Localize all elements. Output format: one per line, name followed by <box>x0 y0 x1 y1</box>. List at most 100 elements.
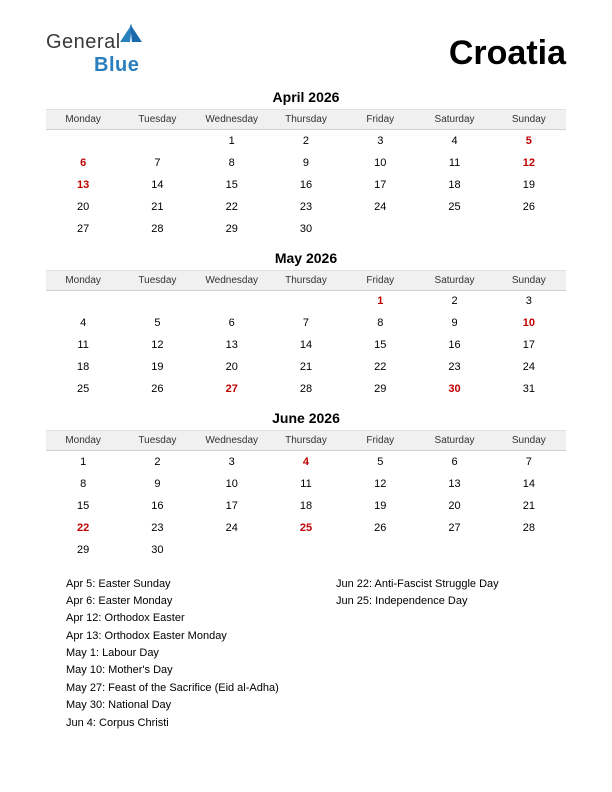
calendar-cell: 13 <box>46 174 120 196</box>
calendar-cell: 15 <box>195 174 269 196</box>
calendar-cell: 25 <box>269 517 343 539</box>
weekday-header: Friday <box>343 110 417 130</box>
weekday-header: Thursday <box>269 431 343 451</box>
calendar-cell: 3 <box>195 451 269 473</box>
weekday-header: Sunday <box>492 110 566 130</box>
calendar-cell: 21 <box>269 356 343 378</box>
calendar-cell: 11 <box>417 152 491 174</box>
calendar-table: MondayTuesdayWednesdayThursdayFridaySatu… <box>46 109 566 240</box>
calendar-cell: 10 <box>343 152 417 174</box>
holiday-item: Apr 12: Orthodox Easter <box>66 611 296 626</box>
calendar-row: 13141516171819 <box>46 174 566 196</box>
calendar-cell: 7 <box>120 152 194 174</box>
holiday-item: May 10: Mother's Day <box>66 663 296 678</box>
calendar-cell <box>120 130 194 152</box>
calendar-table: MondayTuesdayWednesdayThursdayFridaySatu… <box>46 270 566 401</box>
calendar-cell: 22 <box>343 356 417 378</box>
calendar-cell: 6 <box>417 451 491 473</box>
calendar-cell: 20 <box>195 356 269 378</box>
calendar-cell <box>46 130 120 152</box>
calendar-cell: 15 <box>46 495 120 517</box>
calendar-cell: 20 <box>46 196 120 218</box>
calendar-cell <box>195 290 269 312</box>
calendar-cell: 4 <box>46 312 120 334</box>
weekday-header: Tuesday <box>120 270 194 290</box>
calendar-cell: 6 <box>195 312 269 334</box>
weekday-header: Sunday <box>492 431 566 451</box>
calendar-cell: 8 <box>46 473 120 495</box>
calendar-cell: 4 <box>417 130 491 152</box>
holiday-item: Jun 4: Corpus Christi <box>66 716 296 731</box>
calendar-cell: 17 <box>343 174 417 196</box>
calendar-cell <box>120 290 194 312</box>
months-container: April 2026MondayTuesdayWednesdayThursday… <box>46 89 566 561</box>
calendar-cell: 29 <box>343 378 417 400</box>
calendar-row: 22232425262728 <box>46 517 566 539</box>
calendar-cell: 22 <box>46 517 120 539</box>
calendar-cell: 5 <box>492 130 566 152</box>
calendar-cell: 16 <box>120 495 194 517</box>
calendar-cell <box>492 539 566 561</box>
calendar-cell: 1 <box>46 451 120 473</box>
calendar-cell: 21 <box>492 495 566 517</box>
calendar-cell: 9 <box>120 473 194 495</box>
calendar-cell: 30 <box>120 539 194 561</box>
calendar-cell: 30 <box>417 378 491 400</box>
month-title: April 2026 <box>46 89 566 105</box>
weekday-header: Monday <box>46 431 120 451</box>
calendar-cell: 13 <box>417 473 491 495</box>
calendar-cell: 12 <box>120 334 194 356</box>
weekday-header: Wednesday <box>195 110 269 130</box>
calendar-row: 11121314151617 <box>46 334 566 356</box>
calendar-table: MondayTuesdayWednesdayThursdayFridaySatu… <box>46 430 566 561</box>
calendar-cell: 9 <box>269 152 343 174</box>
holiday-item: Apr 5: Easter Sunday <box>66 577 296 592</box>
calendar-cell <box>46 290 120 312</box>
calendar-cell: 26 <box>492 196 566 218</box>
logo: General Blue <box>46 30 141 77</box>
calendar-cell: 10 <box>492 312 566 334</box>
calendar-cell: 23 <box>417 356 491 378</box>
weekday-header: Friday <box>343 431 417 451</box>
holiday-item: May 30: National Day <box>66 698 296 713</box>
calendar-cell: 29 <box>46 539 120 561</box>
month-block: April 2026 MondayTuesdayWednesdayThursday… <box>46 89 566 240</box>
calendar-cell: 20 <box>417 495 491 517</box>
calendar-cell: 17 <box>492 334 566 356</box>
calendar-cell: 2 <box>417 290 491 312</box>
calendar-cell <box>195 539 269 561</box>
calendar-cell: 12 <box>343 473 417 495</box>
calendar-cell: 31 <box>492 378 566 400</box>
calendar-row: 1234567 <box>46 451 566 473</box>
calendar-cell: 6 <box>46 152 120 174</box>
weekday-header: Monday <box>46 270 120 290</box>
calendar-cell: 10 <box>195 473 269 495</box>
calendar-cell: 21 <box>120 196 194 218</box>
calendar-cell: 11 <box>46 334 120 356</box>
holidays-list: Apr 5: Easter SundayApr 6: Easter Monday… <box>46 577 566 734</box>
logo-arrow-icon-2 <box>130 24 142 42</box>
calendar-cell: 1 <box>343 290 417 312</box>
weekday-header: Tuesday <box>120 431 194 451</box>
calendar-cell: 27 <box>46 218 120 240</box>
calendar-cell: 7 <box>269 312 343 334</box>
calendar-row: 891011121314 <box>46 473 566 495</box>
calendar-cell <box>269 539 343 561</box>
weekday-header: Wednesday <box>195 431 269 451</box>
weekday-header: Sunday <box>492 270 566 290</box>
calendar-row: 2930 <box>46 539 566 561</box>
calendar-cell: 19 <box>120 356 194 378</box>
weekday-header: Tuesday <box>120 110 194 130</box>
calendar-cell: 11 <box>269 473 343 495</box>
calendar-cell: 16 <box>417 334 491 356</box>
calendar-cell <box>492 218 566 240</box>
holiday-item: May 1: Labour Day <box>66 646 296 661</box>
calendar-cell: 28 <box>492 517 566 539</box>
calendar-cell: 28 <box>120 218 194 240</box>
calendar-cell: 4 <box>269 451 343 473</box>
calendar-cell: 14 <box>120 174 194 196</box>
calendar-row: 6789101112 <box>46 152 566 174</box>
calendar-cell: 25 <box>417 196 491 218</box>
calendar-cell: 18 <box>417 174 491 196</box>
logo-part2: Blue <box>94 54 139 76</box>
